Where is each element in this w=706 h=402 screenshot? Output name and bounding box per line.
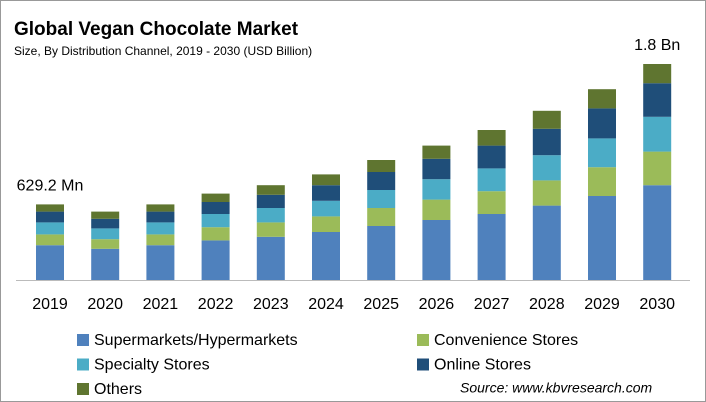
bar-segment xyxy=(643,64,672,84)
bar-segment xyxy=(36,204,64,212)
bar-segment xyxy=(532,110,561,129)
bar-segment xyxy=(588,89,616,109)
bar-segment xyxy=(201,214,230,228)
bar-segment xyxy=(146,234,175,246)
bar-segment xyxy=(312,200,340,217)
bar-segment xyxy=(588,167,616,196)
bar-segment xyxy=(588,196,616,280)
x-tick-label: 2023 xyxy=(253,296,289,313)
bar-segment xyxy=(256,236,285,280)
legend-label: Online Stores xyxy=(434,357,531,374)
bar-segment xyxy=(312,216,340,232)
x-tick-label: 2028 xyxy=(529,296,565,313)
bar-segment xyxy=(146,211,175,223)
bar-segment xyxy=(422,145,451,159)
bar-segment xyxy=(36,222,64,235)
bar-segment xyxy=(146,204,175,212)
bar-segment xyxy=(643,151,672,186)
bar-segment xyxy=(36,245,64,280)
total-label: 1.8 Bn xyxy=(634,37,680,54)
bar-segment xyxy=(256,222,285,237)
x-tick-label: 2025 xyxy=(363,296,399,313)
x-tick-label: 2029 xyxy=(584,296,620,313)
x-tick-label: 2026 xyxy=(419,296,455,313)
bar-segment xyxy=(312,232,340,280)
x-tick-label: 2022 xyxy=(198,296,234,313)
bar-segment xyxy=(256,194,285,208)
x-tick-label: 2027 xyxy=(474,296,510,313)
bar-segment xyxy=(532,205,561,280)
bar-segment xyxy=(532,128,561,156)
bar-segment xyxy=(201,240,230,280)
bar-segment xyxy=(367,226,396,280)
x-tick-label: 2030 xyxy=(639,296,675,313)
legend-label: Specialty Stores xyxy=(94,357,210,374)
bar-segment xyxy=(477,130,506,146)
bar-segment xyxy=(477,145,506,169)
source: Source: www.kbvresearch.com xyxy=(460,380,653,396)
chart-title: Global Vegan Chocolate Market xyxy=(14,19,299,40)
total-label: 629.2 Mn xyxy=(17,178,84,195)
legend-swatch xyxy=(77,383,89,395)
bar-segment xyxy=(532,155,561,181)
bar-segment xyxy=(146,245,175,280)
bar-segment xyxy=(422,199,451,220)
bar-segment xyxy=(367,160,396,172)
bar-segment xyxy=(312,185,340,201)
legend-swatch xyxy=(77,334,89,346)
bar-segment xyxy=(367,172,396,190)
bar-segment xyxy=(532,180,561,206)
bar-segment xyxy=(477,214,506,280)
chart-subtitle: Size, By Distribution Channel, 2019 - 20… xyxy=(14,44,312,58)
bar-segment xyxy=(422,179,451,200)
x-tick-label: 2020 xyxy=(87,296,123,313)
legend-swatch xyxy=(77,358,89,371)
bar-segment xyxy=(201,193,230,202)
bar-segment xyxy=(201,227,230,241)
bar-segment xyxy=(36,234,64,246)
bar-segment xyxy=(422,158,451,180)
bar-segment xyxy=(146,222,175,235)
legend-label: Others xyxy=(94,381,142,398)
bar-segment xyxy=(367,208,396,226)
bar-segment xyxy=(91,248,120,280)
bar-segment xyxy=(256,208,285,223)
legend-label: Supermarkets/Hypermarkets xyxy=(94,332,298,349)
bar-segment xyxy=(91,239,120,249)
bar-segment xyxy=(36,211,64,223)
bar-segment xyxy=(477,191,506,214)
bar-segment xyxy=(91,211,120,219)
bar-segment xyxy=(91,228,120,240)
bar-segment xyxy=(643,185,672,280)
bar-segment xyxy=(643,83,672,117)
x-tick-label: 2019 xyxy=(32,296,68,313)
x-tick-label: 2021 xyxy=(143,296,179,313)
legend-swatch xyxy=(417,358,429,371)
bar-segment xyxy=(588,138,616,168)
legend-swatch xyxy=(417,334,429,346)
x-tick-label: 2024 xyxy=(308,296,344,313)
bar-segment xyxy=(312,174,340,186)
bar-segment xyxy=(256,185,285,195)
bar-segment xyxy=(643,116,672,152)
legend-label: Convenience Stores xyxy=(434,332,578,349)
bar-segment xyxy=(201,202,230,214)
bar-segment xyxy=(422,220,451,280)
bar-segment xyxy=(588,108,616,139)
bar-segment xyxy=(91,218,120,229)
bar-segment xyxy=(477,168,506,192)
bar-segment xyxy=(367,190,396,208)
